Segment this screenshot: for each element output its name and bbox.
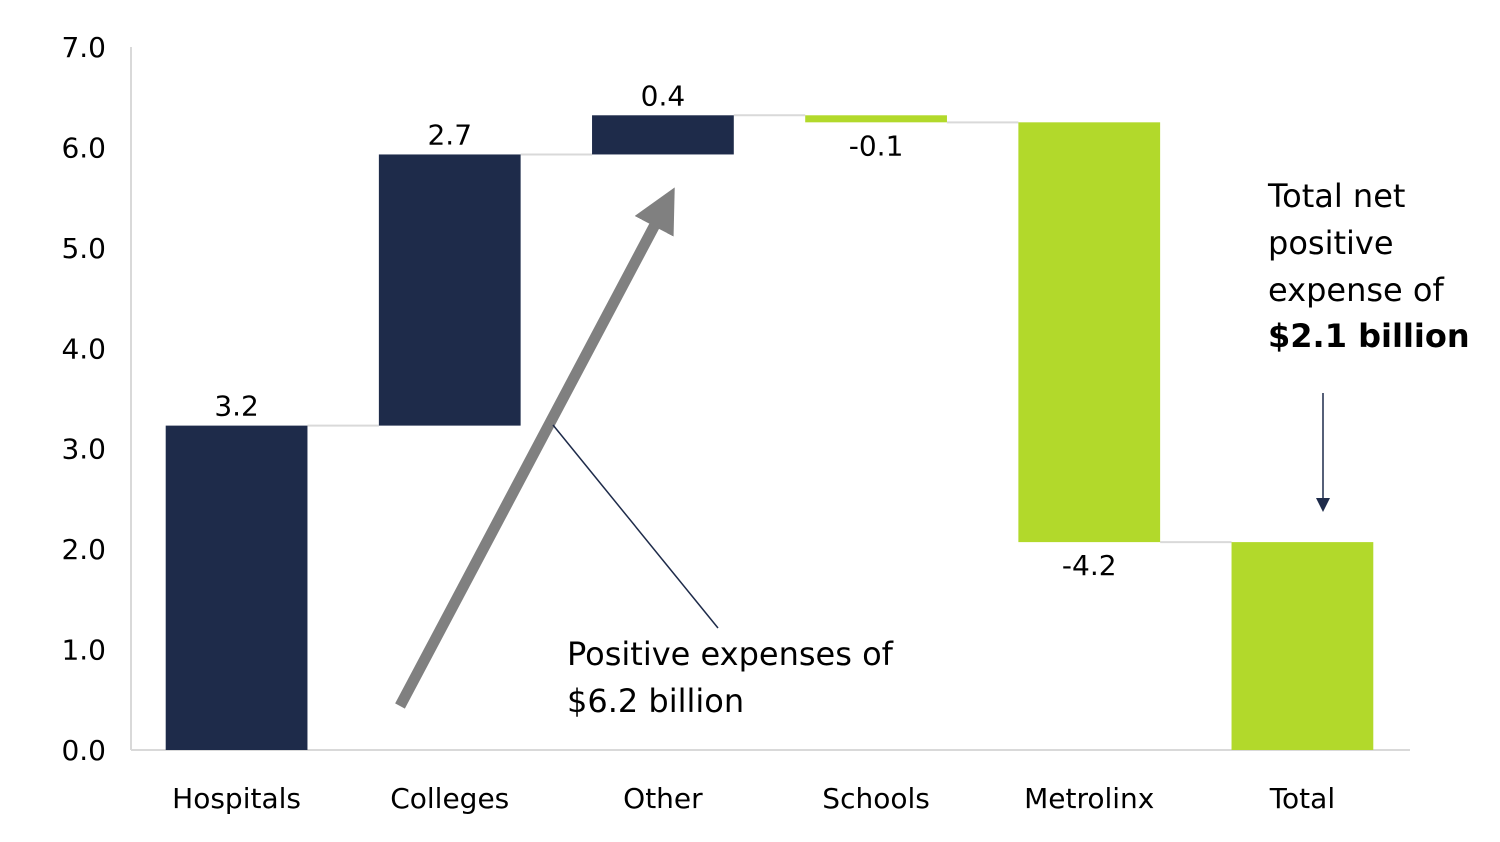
bars xyxy=(165,115,1374,750)
positive-expenses-annotation: Positive expenses of $6.2 billion xyxy=(395,187,894,720)
total-annotation-line1: Total net xyxy=(1267,177,1405,215)
bar-other xyxy=(592,115,734,155)
data-label: -4.2 xyxy=(1062,549,1117,582)
y-tick-label: 5.0 xyxy=(61,232,106,265)
total-annotation-line3: expense of xyxy=(1268,271,1444,309)
data-label: 3.2 xyxy=(214,390,259,423)
y-tick-label: 3.0 xyxy=(61,433,106,466)
positive-annotation-line1: Positive expenses of xyxy=(567,635,894,673)
y-tick-label: 6.0 xyxy=(61,131,106,164)
bar-total xyxy=(1231,542,1374,750)
bar-colleges xyxy=(378,154,521,426)
bar-metrolinx xyxy=(1018,122,1161,543)
y-tick-labels: 0.0 1.0 2.0 3.0 4.0 5.0 6.0 7.0 xyxy=(61,31,106,767)
data-labels: 3.2 2.7 0.4 -0.1 -4.2 xyxy=(214,79,1116,582)
total-annotation-line4: $2.1 billion xyxy=(1268,317,1470,355)
total-expense-annotation: Total net positive expense of $2.1 billi… xyxy=(1267,177,1470,512)
bar-hospitals xyxy=(165,425,308,750)
bar-schools xyxy=(805,115,947,123)
positive-trend-arrow xyxy=(395,187,675,709)
data-label: 2.7 xyxy=(427,118,472,151)
category-label: Other xyxy=(623,782,703,815)
category-label: Schools xyxy=(822,782,930,815)
category-label: Colleges xyxy=(390,782,509,815)
positive-annotation-line2: $6.2 billion xyxy=(567,682,744,720)
y-tick-label: 1.0 xyxy=(61,634,106,667)
category-labels: Hospitals Colleges Other Schools Metrolinx To… xyxy=(172,782,1335,815)
data-label: 0.4 xyxy=(641,79,686,112)
category-label: Metrolinx xyxy=(1024,782,1154,815)
y-tick-label: 7.0 xyxy=(61,31,106,64)
y-tick-label: 0.0 xyxy=(61,734,106,767)
data-label: -0.1 xyxy=(849,129,904,162)
category-label: Total xyxy=(1269,782,1335,815)
positive-callout-line xyxy=(552,424,719,629)
category-label: Hospitals xyxy=(172,782,301,815)
y-tick-label: 2.0 xyxy=(61,533,106,566)
axes xyxy=(130,47,1410,751)
total-annotation-line2: positive xyxy=(1268,224,1394,262)
connector-lines xyxy=(307,114,1232,544)
y-tick-label: 4.0 xyxy=(61,332,106,365)
